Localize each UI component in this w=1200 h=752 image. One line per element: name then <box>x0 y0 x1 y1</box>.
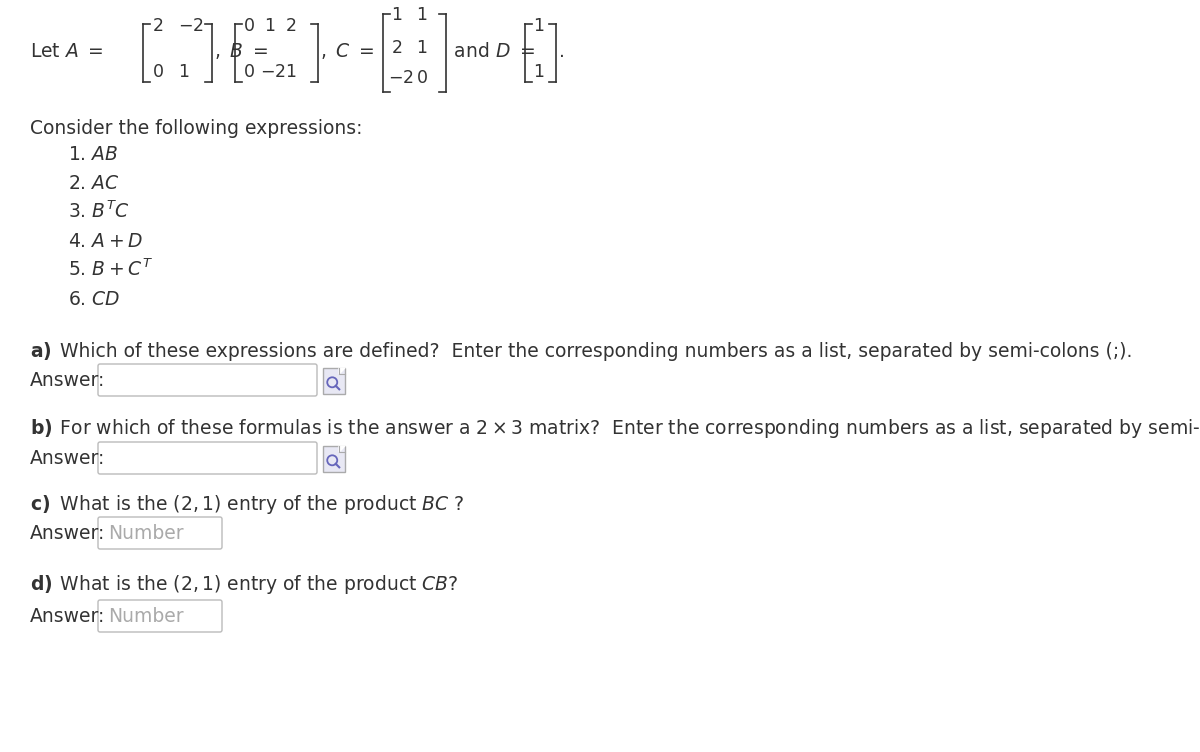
Text: Number: Number <box>108 524 184 543</box>
FancyBboxPatch shape <box>323 446 346 472</box>
Text: 6. $CD$: 6. $CD$ <box>68 290 120 309</box>
Text: $1$: $1$ <box>416 6 427 24</box>
Text: Consider the following expressions:: Consider the following expressions: <box>30 119 362 138</box>
Text: Answer:: Answer: <box>30 607 106 626</box>
Text: Number: Number <box>108 607 184 626</box>
Text: $1$: $1$ <box>416 39 427 57</box>
FancyBboxPatch shape <box>98 517 222 549</box>
Text: 2. $AC$: 2. $AC$ <box>68 174 120 193</box>
Text: $1$: $1$ <box>533 63 545 81</box>
Text: $1$: $1$ <box>264 17 275 35</box>
Text: $2$: $2$ <box>152 17 163 35</box>
Text: $\mathbf{a)}$: $\mathbf{a)}$ <box>30 340 52 362</box>
Text: $\mathbf{c)}$: $\mathbf{c)}$ <box>30 493 50 515</box>
Text: $1$: $1$ <box>533 17 545 35</box>
Text: 5. $B + C^T$: 5. $B + C^T$ <box>68 259 154 280</box>
Text: Answer:: Answer: <box>30 371 106 390</box>
Text: 4. $A + D$: 4. $A + D$ <box>68 232 143 251</box>
Text: For which of these formulas is the answer a $2 \times 3$ matrix?  Enter the corr: For which of these formulas is the answe… <box>54 417 1200 440</box>
Text: $,$ $C$ $=$: $,$ $C$ $=$ <box>320 41 379 61</box>
Polygon shape <box>340 368 346 374</box>
Text: Answer:: Answer: <box>30 524 106 543</box>
FancyBboxPatch shape <box>98 600 222 632</box>
Text: $,$ $B$ $=$: $,$ $B$ $=$ <box>214 41 274 61</box>
FancyBboxPatch shape <box>323 368 346 394</box>
FancyBboxPatch shape <box>98 364 317 396</box>
Text: Let $A$ $=$: Let $A$ $=$ <box>30 42 109 61</box>
Text: 1. $AB$: 1. $AB$ <box>68 145 119 164</box>
Text: $0$: $0$ <box>242 63 254 81</box>
Text: $1$: $1$ <box>286 63 296 81</box>
Text: What is the $(2, 1)$ entry of the product $CB$?: What is the $(2, 1)$ entry of the produc… <box>54 573 458 596</box>
Text: Which of these expressions are defined?  Enter the corresponding numbers as a li: Which of these expressions are defined? … <box>54 342 1133 361</box>
Text: 3. $B^TC$: 3. $B^TC$ <box>68 201 130 222</box>
Text: $\mathbf{d)}$: $\mathbf{d)}$ <box>30 573 53 595</box>
FancyBboxPatch shape <box>98 442 317 474</box>
Text: What is the $(2, 1)$ entry of the product $BC$ ?: What is the $(2, 1)$ entry of the produc… <box>54 493 464 516</box>
Text: $2$: $2$ <box>391 39 402 57</box>
Text: $0$: $0$ <box>416 69 428 87</box>
Text: $-2$: $-2$ <box>388 69 414 87</box>
Text: $1$: $1$ <box>178 63 190 81</box>
Text: $.$: $.$ <box>558 42 570 61</box>
Text: $2$: $2$ <box>286 17 296 35</box>
Text: $-2$: $-2$ <box>260 63 286 81</box>
Text: $-2$: $-2$ <box>178 17 204 35</box>
Text: $\mathbf{b)}$: $\mathbf{b)}$ <box>30 417 53 439</box>
Polygon shape <box>340 446 346 452</box>
Text: and $D$ $=$: and $D$ $=$ <box>448 42 541 61</box>
Text: $0$: $0$ <box>152 63 164 81</box>
Text: $1$: $1$ <box>391 6 402 24</box>
Text: $0$: $0$ <box>242 17 254 35</box>
Text: Answer:: Answer: <box>30 449 106 468</box>
